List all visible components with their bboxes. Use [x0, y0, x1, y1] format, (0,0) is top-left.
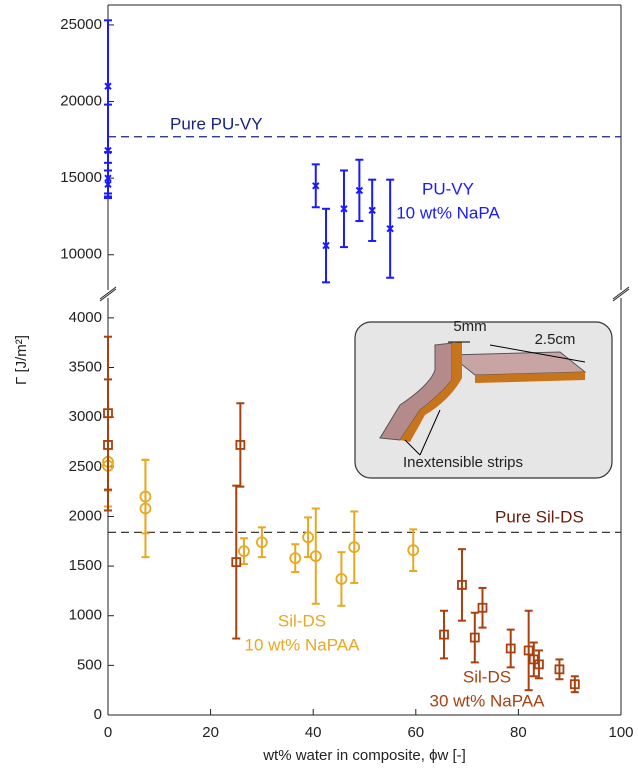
- marker: [386, 225, 394, 233]
- error-bar: [291, 543, 300, 574]
- error-bar: [529, 641, 538, 678]
- marker: [139, 502, 152, 515]
- y-tick-label: 3000: [69, 408, 102, 425]
- error-bar: [555, 658, 564, 681]
- inset: 5mm 2.5cm Inextensible strips: [354, 318, 613, 479]
- marker: [368, 206, 376, 215]
- error-bar: [570, 675, 579, 694]
- inset-strip-edge: [475, 372, 585, 383]
- marker: [457, 580, 467, 590]
- marker: [312, 182, 320, 190]
- inset-label: 5mm: [453, 318, 486, 335]
- marker: [104, 146, 112, 155]
- inset-arrow: [489, 344, 586, 363]
- marker: [439, 629, 449, 640]
- marker: [289, 552, 302, 565]
- error-bar: [311, 507, 320, 605]
- marker: [255, 536, 268, 549]
- inset-strip-side: [400, 342, 462, 442]
- marker: [355, 186, 364, 195]
- y-tick-label: 0: [94, 706, 102, 723]
- error-bar: [304, 516, 313, 559]
- y-tick-label: 25000: [60, 16, 102, 33]
- error-bar: [350, 510, 359, 584]
- series-label: PU-VY: [422, 179, 474, 198]
- inset-leader: [419, 409, 441, 456]
- marker: [505, 643, 516, 654]
- x-axis-label: wt% water in composite, ϕw [-]: [262, 747, 466, 764]
- axis-break: [612, 288, 630, 302]
- error-bar: [232, 484, 241, 640]
- error-bar: [457, 548, 466, 622]
- error-bar: [506, 628, 515, 669]
- y-tick-label: 20000: [60, 93, 102, 110]
- series-label: 10 wt% NaPAA: [245, 635, 361, 654]
- marker: [348, 541, 361, 554]
- axis-break: [99, 286, 117, 300]
- series-label: 30 wt% NaPAA: [430, 691, 546, 710]
- marker: [322, 241, 330, 250]
- error-bar: [257, 526, 266, 559]
- error-bar: [534, 649, 543, 680]
- marker: [407, 544, 420, 557]
- x-tick-label: 40: [305, 724, 322, 741]
- error-bar: [141, 458, 150, 559]
- error-bar: [440, 609, 449, 660]
- x-tick-label: 20: [202, 724, 219, 741]
- series-label: Sil-DS: [278, 611, 326, 630]
- x-tick-label: 0: [104, 724, 112, 741]
- marker: [477, 602, 488, 613]
- error-bar: [409, 528, 418, 573]
- marker: [302, 531, 314, 544]
- marker: [309, 550, 322, 563]
- marker: [104, 82, 112, 90]
- y-tick-label: 15000: [60, 169, 102, 186]
- panel: 0 500 1000 1500 2000 2500 3000 3500 4000 0 20 40 60 8…: [13, 288, 634, 764]
- inset-leader: [404, 439, 421, 456]
- marker: [104, 180, 112, 188]
- y-tick-label: 1500: [69, 557, 102, 574]
- y-tick-label: 2500: [69, 458, 102, 475]
- series-label: 10 wt% NaPA: [396, 203, 500, 222]
- inset-label: 2.5cm: [535, 331, 576, 348]
- error-bar: [104, 378, 112, 512]
- y-tick-label: 4000: [69, 309, 102, 326]
- panel: 10000 15000 20000 25000 Pure PU-VY PU-VY 10 wt…: [60, 4, 630, 300]
- marker: [528, 654, 539, 665]
- y-tick-label: 500: [77, 656, 102, 673]
- error-bar: [524, 609, 533, 692]
- series-label: Sil-DS: [463, 667, 511, 686]
- y-tick-label: 10000: [60, 246, 102, 263]
- marker: [235, 440, 246, 450]
- reference-label: Pure Sil-DS: [495, 507, 584, 526]
- x-tick-label: 80: [510, 724, 527, 741]
- error-bar: [337, 551, 346, 607]
- marker: [523, 645, 534, 656]
- marker: [534, 659, 544, 670]
- error-bar: [470, 611, 479, 664]
- marker: [340, 205, 348, 213]
- inset-label: Inextensible strips: [403, 454, 523, 471]
- marker: [469, 632, 480, 643]
- marker: [569, 679, 580, 690]
- x-tick-label: 60: [407, 724, 424, 741]
- x-tick-label: 100: [608, 724, 633, 741]
- reference-label: Pure PU-VY: [170, 114, 263, 133]
- marker: [231, 557, 242, 567]
- y-tick-label: 2000: [69, 507, 102, 524]
- marker: [103, 440, 113, 450]
- inset-strip-top: [448, 351, 587, 376]
- y-axis-label: Γ [J/m²]: [13, 335, 30, 385]
- error-bar: [478, 586, 487, 629]
- y-tick-label: 1000: [69, 607, 102, 624]
- axis-break: [99, 288, 117, 302]
- error-bar: [236, 402, 245, 488]
- marker: [238, 545, 250, 558]
- marker: [335, 573, 348, 585]
- marker: [554, 664, 565, 675]
- axis-break: [612, 286, 630, 300]
- error-bar: [239, 537, 248, 566]
- y-tick-label: 3500: [69, 358, 102, 375]
